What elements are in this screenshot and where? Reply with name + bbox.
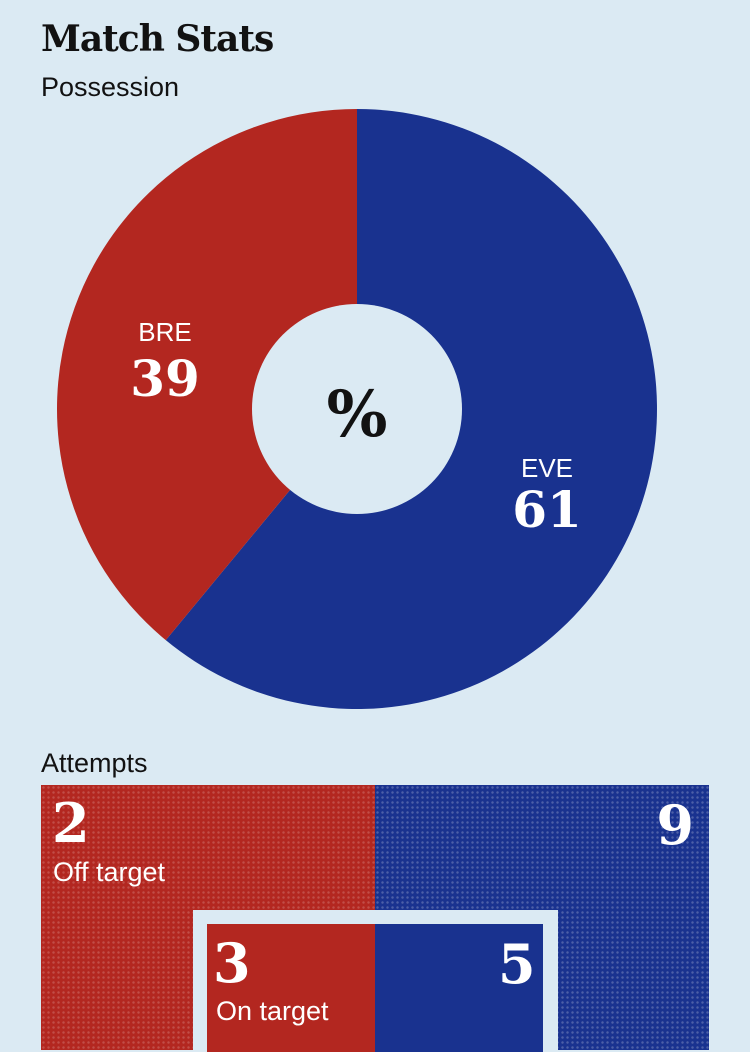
off-target-label: Off target — [53, 857, 166, 887]
on-target-label: On target — [216, 996, 329, 1026]
possession-slice-bre — [56, 109, 358, 641]
off-target-away-value: 9 — [656, 793, 694, 857]
on-target-home-value: 3 — [213, 931, 251, 995]
possession-label: Possession — [41, 72, 180, 102]
home-team-abbr: BRE — [138, 317, 191, 347]
page-title: Match Stats — [41, 18, 274, 60]
home-possession-value: 39 — [130, 349, 200, 408]
possession-donut-chart: % BRE 39 EVE 61 — [56, 109, 657, 709]
away-team-abbr: EVE — [521, 453, 573, 483]
percent-symbol: % — [327, 377, 388, 452]
on-target-away-block — [375, 924, 543, 1052]
away-possession-value: 61 — [512, 480, 582, 539]
on-target-away-value: 5 — [498, 932, 536, 996]
donut-hole — [252, 304, 462, 514]
off-target-home-value: 2 — [52, 791, 90, 855]
on-target-home-block — [207, 924, 375, 1052]
attempts-label: Attempts — [41, 748, 148, 778]
